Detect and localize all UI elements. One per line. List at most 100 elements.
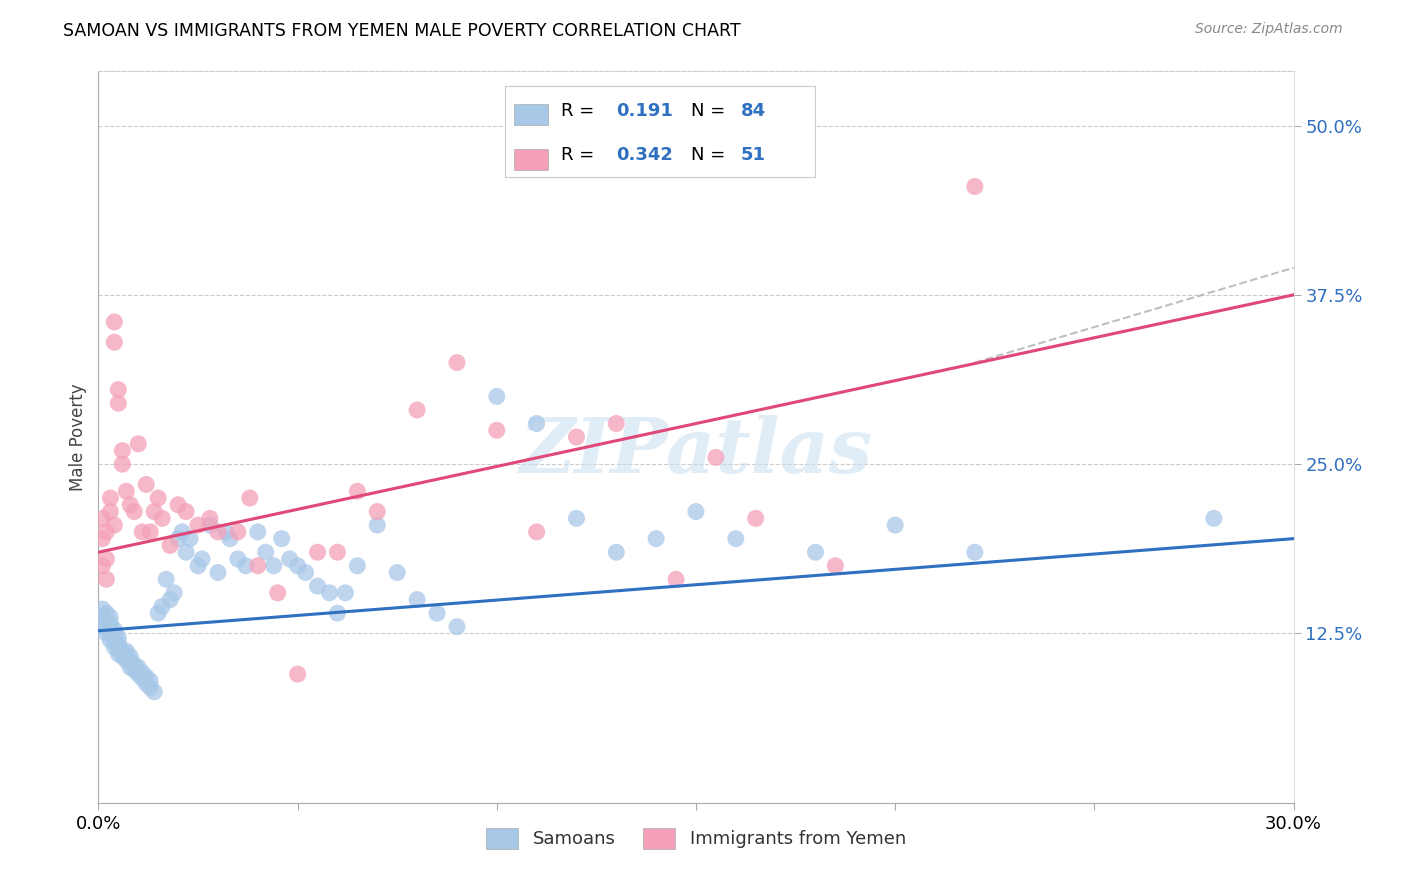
Point	[254, 545, 277, 559]
Legend: Samoans, Immigrants from Yemen: Samoans, Immigrants from Yemen	[478, 821, 914, 856]
Point	[159, 538, 181, 552]
Point	[103, 623, 125, 637]
Point	[605, 545, 627, 559]
Point	[98, 505, 122, 519]
Point	[226, 552, 249, 566]
Point	[111, 457, 134, 471]
Point	[804, 545, 827, 559]
Point	[120, 660, 142, 674]
Point	[335, 586, 357, 600]
Text: ZIPatlas: ZIPatlas	[519, 415, 873, 489]
Point	[446, 620, 468, 634]
Point	[131, 671, 153, 685]
Point	[120, 498, 142, 512]
Point	[150, 511, 173, 525]
Point	[103, 633, 125, 648]
Point	[485, 423, 508, 437]
Point	[745, 511, 768, 525]
Point	[96, 615, 118, 630]
Point	[565, 511, 588, 525]
Point	[605, 417, 627, 431]
Point	[120, 649, 142, 664]
Point	[91, 558, 114, 573]
Point	[96, 524, 118, 539]
Point	[366, 505, 388, 519]
Point	[884, 518, 907, 533]
Point	[103, 518, 125, 533]
Point	[406, 403, 429, 417]
Point	[724, 532, 747, 546]
Point	[98, 633, 122, 648]
Point	[366, 518, 388, 533]
Point	[226, 524, 249, 539]
Point	[287, 667, 309, 681]
Point	[215, 524, 238, 539]
Point	[485, 389, 508, 403]
Point	[96, 552, 118, 566]
Point	[98, 617, 122, 632]
Point	[139, 673, 162, 688]
Point	[143, 505, 166, 519]
Point	[263, 558, 285, 573]
Point	[346, 558, 368, 573]
Point	[111, 649, 134, 664]
Point	[115, 484, 138, 499]
Point	[207, 524, 229, 539]
Point	[107, 631, 129, 645]
Point	[207, 566, 229, 580]
Point	[187, 518, 209, 533]
Point	[96, 626, 118, 640]
Point	[406, 592, 429, 607]
Point	[235, 558, 257, 573]
Point	[131, 665, 153, 680]
Point	[135, 477, 157, 491]
Point	[191, 552, 214, 566]
Point	[963, 545, 986, 559]
Point	[198, 511, 221, 525]
Point	[645, 532, 668, 546]
Text: SAMOAN VS IMMIGRANTS FROM YEMEN MALE POVERTY CORRELATION CHART: SAMOAN VS IMMIGRANTS FROM YEMEN MALE POV…	[63, 22, 741, 40]
Point	[96, 606, 118, 620]
Point	[98, 626, 122, 640]
Point	[98, 491, 122, 505]
Text: Source: ZipAtlas.com: Source: ZipAtlas.com	[1195, 22, 1343, 37]
Point	[148, 606, 170, 620]
Point	[270, 532, 292, 546]
Point	[115, 654, 138, 668]
Point	[96, 620, 118, 634]
Point	[124, 663, 146, 677]
Point	[172, 524, 194, 539]
Point	[526, 417, 548, 431]
Point	[107, 383, 129, 397]
Point	[143, 684, 166, 698]
Point	[198, 518, 221, 533]
Point	[219, 532, 242, 546]
Point	[111, 443, 134, 458]
Point	[155, 572, 177, 586]
Point	[246, 558, 269, 573]
Point	[96, 572, 118, 586]
Point	[115, 644, 138, 658]
Point	[246, 524, 269, 539]
Point	[150, 599, 173, 614]
Point	[91, 602, 114, 616]
Point	[239, 491, 262, 505]
Y-axis label: Male Poverty: Male Poverty	[69, 384, 87, 491]
Point	[685, 505, 707, 519]
Point	[665, 572, 688, 586]
Point	[139, 524, 162, 539]
Point	[98, 623, 122, 637]
Point	[565, 430, 588, 444]
Point	[91, 608, 114, 623]
Point	[824, 558, 846, 573]
Point	[385, 566, 409, 580]
Point	[167, 498, 190, 512]
Point	[294, 566, 316, 580]
Point	[307, 545, 329, 559]
Point	[91, 511, 114, 525]
Point	[346, 484, 368, 499]
Point	[124, 657, 146, 672]
Point	[91, 532, 114, 546]
Point	[103, 315, 125, 329]
Point	[91, 620, 114, 634]
